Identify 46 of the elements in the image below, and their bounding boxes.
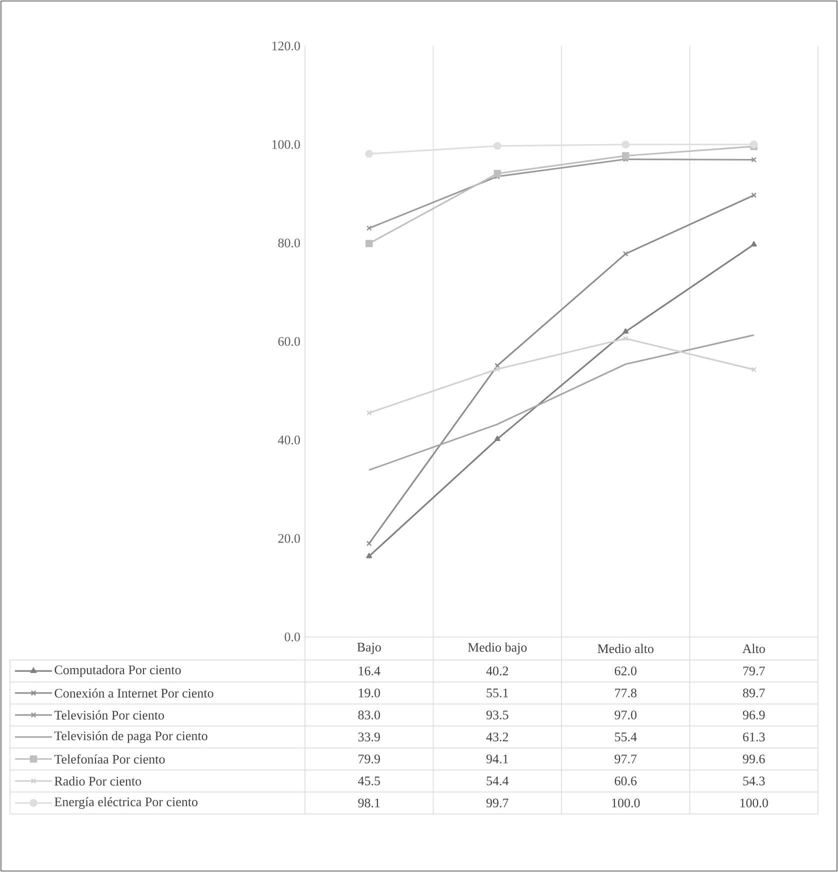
legend-label: Televisión de paga Por ciento bbox=[54, 731, 208, 743]
data-label: 99.7 bbox=[486, 798, 508, 808]
data-label: 16.4 bbox=[358, 666, 380, 676]
x-tick-label: Medio alto bbox=[598, 644, 654, 654]
data-label: 97.0 bbox=[614, 710, 636, 720]
y-tick-label: 120.0 bbox=[272, 42, 300, 50]
data-label: 62.0 bbox=[614, 666, 636, 676]
legend-label: Radio Por ciento bbox=[54, 776, 142, 786]
data-label: 79.9 bbox=[358, 754, 380, 764]
data-label: 61.3 bbox=[743, 732, 765, 742]
data-label: 33.9 bbox=[358, 732, 380, 742]
legend-label: Computadora Por ciento bbox=[54, 665, 181, 677]
legend-label: Telefoníaa Por ciento bbox=[54, 754, 165, 764]
data-label: 55.1 bbox=[486, 688, 508, 698]
data-label: 83.0 bbox=[358, 710, 380, 720]
x-tick-label: Bajo bbox=[357, 642, 381, 654]
data-label: 55.4 bbox=[614, 732, 637, 742]
data-label: 93.5 bbox=[486, 710, 508, 720]
y-tick-label: 80.0 bbox=[278, 238, 300, 248]
data-label: 40.2 bbox=[486, 666, 508, 676]
y-tick-label: 40.0 bbox=[278, 436, 300, 444]
data-label: 97.7 bbox=[614, 754, 637, 764]
data-label: 100.0 bbox=[612, 798, 640, 808]
x-tick-label: Alto bbox=[742, 644, 765, 654]
data-label: 19.0 bbox=[358, 688, 380, 698]
data-label: 89.7 bbox=[742, 688, 765, 698]
y-tick-label: 60.0 bbox=[278, 337, 300, 346]
data-label: 60.6 bbox=[614, 776, 637, 786]
data-label: 54.3 bbox=[743, 776, 765, 786]
data-label: 94.1 bbox=[486, 754, 508, 764]
y-tick-label: 20.0 bbox=[278, 534, 300, 543]
data-label: 77.8 bbox=[615, 688, 636, 698]
data-label: 98.1 bbox=[358, 798, 380, 808]
data-label: 100.0 bbox=[740, 798, 768, 808]
data-label: 45.5 bbox=[358, 776, 380, 786]
data-label: 54.4 bbox=[486, 776, 509, 786]
data-label: 79.7 bbox=[743, 666, 765, 676]
data-label: 99.6 bbox=[742, 754, 765, 764]
legend-label: Televisión Por ciento bbox=[54, 710, 164, 720]
legend-label: Energía eléctrica Por ciento bbox=[54, 797, 198, 809]
data-label: 96.9 bbox=[742, 710, 765, 720]
y-tick-label: 100.0 bbox=[272, 140, 300, 149]
y-tick-label: 0.0 bbox=[284, 632, 300, 642]
x-tick-label: Medio bajo bbox=[468, 642, 527, 654]
legend-label: Conexión a Internet Por ciento bbox=[54, 688, 214, 698]
data-label: 43.2 bbox=[486, 732, 508, 742]
